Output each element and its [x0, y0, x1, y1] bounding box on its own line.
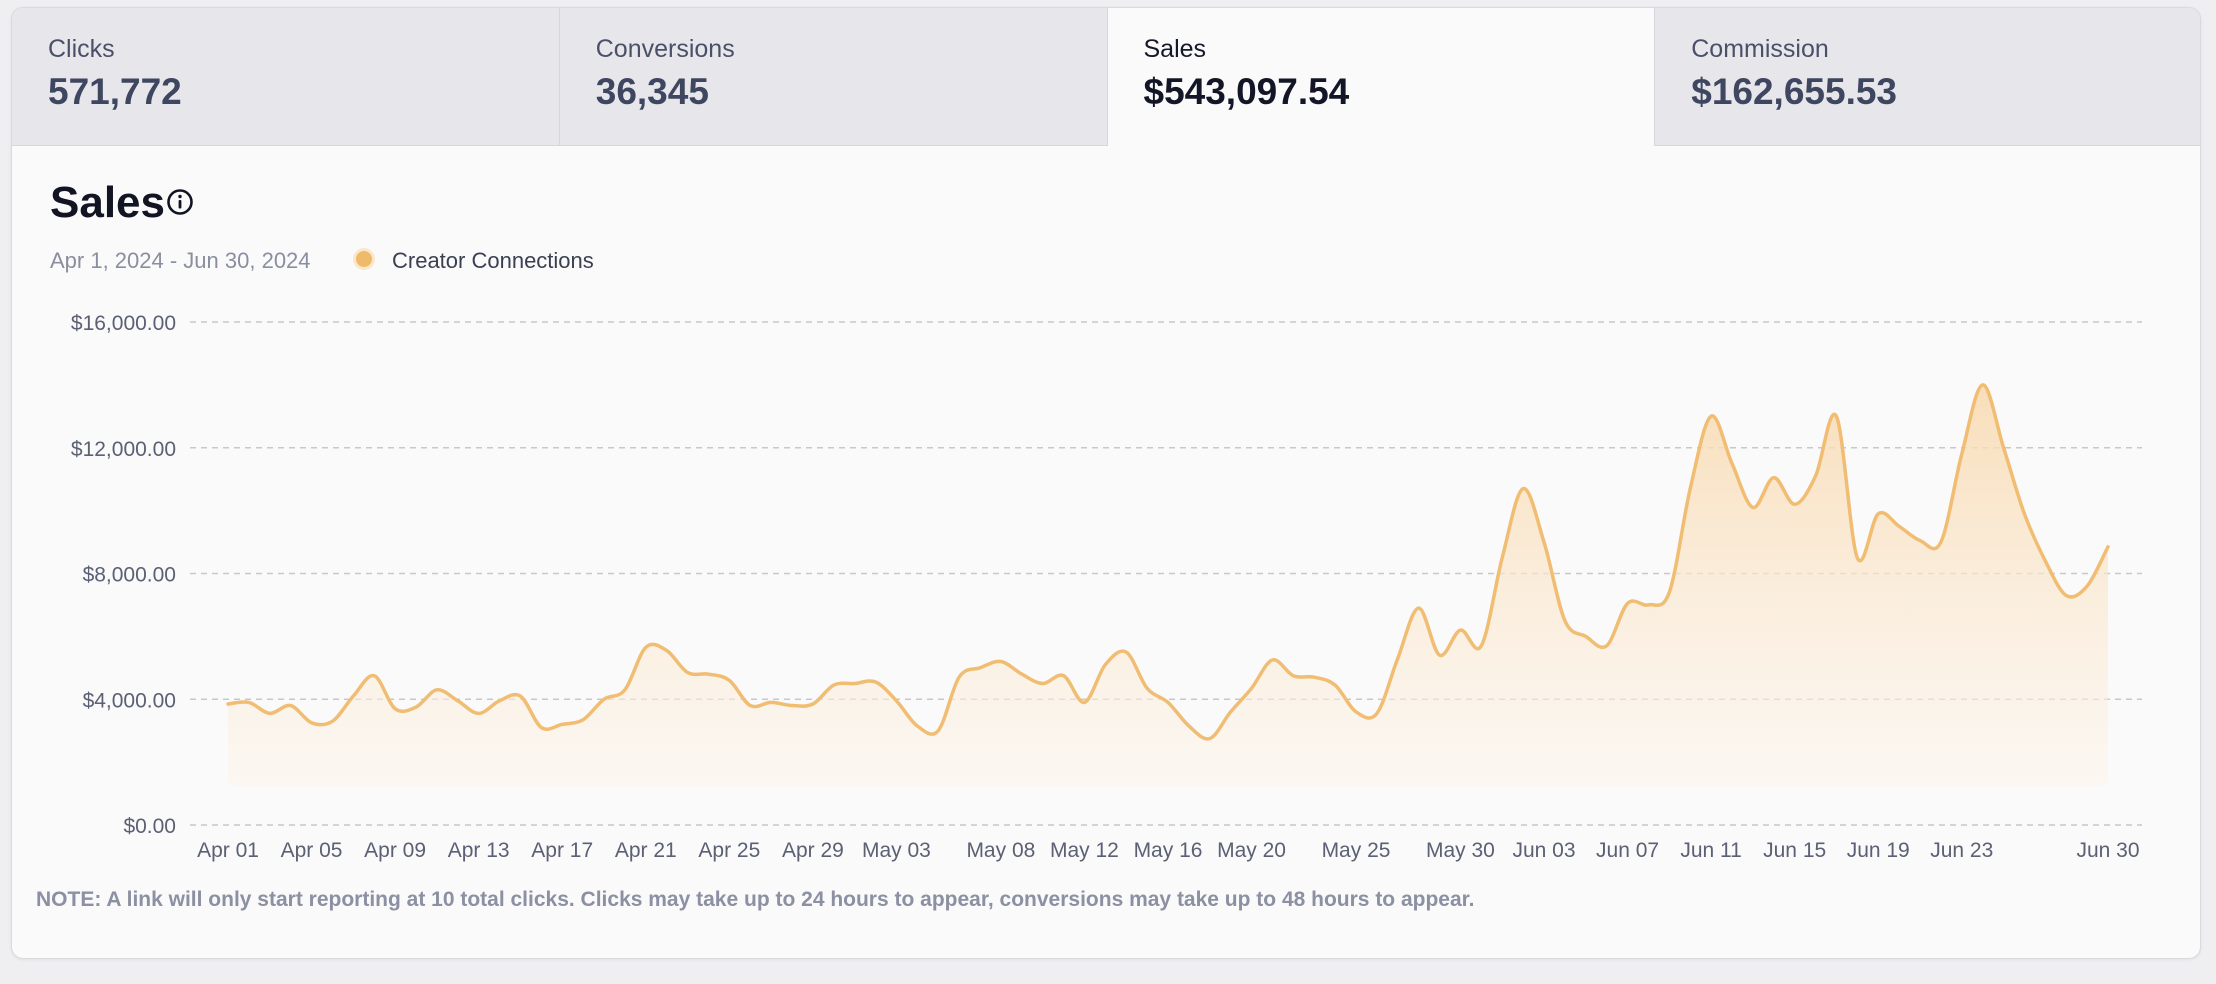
- x-tick-label: Apr 21: [615, 839, 677, 862]
- legend-label: Creator Connections: [392, 248, 594, 273]
- metric-tabs: Clicks 571,772 Conversions 36,345 Sales …: [12, 8, 2200, 146]
- x-tick-label: May 16: [1134, 839, 1203, 862]
- x-tick-label: Apr 17: [531, 839, 593, 862]
- x-tick-label: Jun 30: [2076, 839, 2139, 862]
- tab-value: $543,097.54: [1143, 71, 1350, 112]
- chart-title: Sales: [50, 178, 165, 227]
- x-tick-label: Apr 29: [782, 839, 844, 862]
- x-tick-label: Apr 25: [698, 839, 760, 862]
- tab-label: Commission: [1691, 35, 1829, 63]
- y-tick-label: $8,000.00: [83, 564, 176, 587]
- y-tick-label: $16,000.00: [71, 312, 176, 335]
- x-tick-label: Apr 01: [197, 839, 259, 862]
- tab-value: 571,772: [48, 71, 182, 112]
- x-tick-label: May 03: [862, 839, 931, 862]
- tab-label: Sales: [1143, 35, 1207, 63]
- tab-label: Conversions: [595, 35, 735, 63]
- x-tick-label: Apr 09: [364, 839, 426, 862]
- reporting-note: NOTE: A link will only start reporting a…: [36, 888, 1475, 911]
- x-tick-label: Jun 11: [1680, 839, 1742, 862]
- info-icon[interactable]: [165, 187, 195, 217]
- x-tick-label: Apr 13: [448, 839, 510, 862]
- tab-conversions[interactable]: Conversions 36,345: [559, 8, 1108, 146]
- legend-swatch: [353, 248, 375, 270]
- y-tick-label: $12,000.00: [71, 438, 176, 461]
- date-range: Apr 1, 2024 - Jun 30, 2024: [50, 248, 311, 273]
- x-tick-label: Jun 15: [1763, 839, 1826, 862]
- tab-clicks[interactable]: Clicks 571,772: [12, 8, 560, 146]
- x-tick-label: Jun 23: [1930, 839, 1993, 862]
- x-tick-label: Jun 07: [1596, 839, 1659, 862]
- x-tick-label: Jun 19: [1847, 839, 1910, 862]
- x-tick-label: Jun 03: [1512, 839, 1575, 862]
- y-tick-label: $4,000.00: [83, 689, 176, 712]
- tab-value: 36,345: [595, 71, 709, 112]
- x-tick-label: May 20: [1217, 839, 1286, 862]
- x-tick-label: May 12: [1050, 839, 1119, 862]
- y-tick-label: $0.00: [123, 815, 176, 838]
- tab-sales[interactable]: Sales $543,097.54: [1107, 8, 1656, 146]
- series-line-creator-connections: [226, 383, 2110, 741]
- x-tick-label: Apr 05: [281, 839, 343, 862]
- x-tick-label: May 08: [966, 839, 1035, 862]
- tab-value: $162,655.53: [1691, 71, 1898, 112]
- x-tick-label: May 30: [1426, 839, 1495, 862]
- series-area-creator-connections: [228, 384, 2108, 785]
- tab-label: Clicks: [48, 35, 115, 63]
- x-tick-label: May 25: [1322, 839, 1391, 862]
- tab-commission[interactable]: Commission $162,655.53: [1655, 8, 2200, 146]
